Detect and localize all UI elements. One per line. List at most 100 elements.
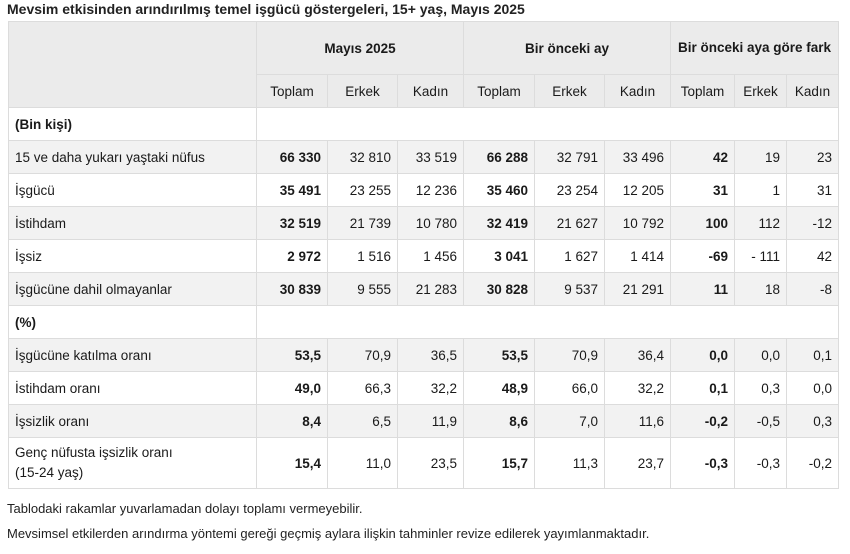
value-cell: 11,9 xyxy=(396,404,465,438)
value-cell: 35 491 xyxy=(256,173,328,207)
value-cell: 66,0 xyxy=(534,371,606,405)
row-label: 15 ve daha yukarı yaştaki nüfus xyxy=(8,140,257,174)
value-cell: 7,0 xyxy=(534,404,606,438)
section-heading: (%) xyxy=(8,305,840,339)
section-label-percent: (%) xyxy=(8,305,257,339)
table-row: İşgücüne katılma oranı 53,5 70,9 36,5 53,5 70… xyxy=(8,338,840,372)
value-cell: 11,6 xyxy=(604,404,672,438)
row-label: İstihdam xyxy=(8,206,257,240)
value-cell: 100 xyxy=(670,206,736,240)
value-cell: 21 627 xyxy=(534,206,606,240)
value-cell: 23,5 xyxy=(396,437,465,489)
row-label: Genç nüfusta işsizlik oranı (15-24 yaş) xyxy=(8,437,257,489)
subheader-female: Kadın xyxy=(604,74,672,108)
value-cell: 1 xyxy=(734,173,788,207)
value-cell: 32 519 xyxy=(256,206,328,240)
value-cell: 66,3 xyxy=(327,371,398,405)
value-cell: 53,5 xyxy=(256,338,328,372)
subheader-total: Toplam xyxy=(670,74,736,108)
value-cell: -69 xyxy=(670,239,736,273)
value-cell: 0,3 xyxy=(786,404,840,438)
value-cell: 11,3 xyxy=(534,437,606,489)
row-label: İşsiz xyxy=(8,239,257,273)
value-cell: 11,0 xyxy=(327,437,398,489)
value-cell: 70,9 xyxy=(534,338,606,372)
subheader-male: Erkek xyxy=(734,74,788,108)
value-cell: 9 537 xyxy=(534,272,606,306)
header-difference: Bir önceki aya göre fark xyxy=(670,21,840,75)
header-row-subcolumns: Toplam Erkek Kadın Toplam Erkek Kadın To… xyxy=(9,74,840,108)
value-cell: 30 828 xyxy=(463,272,536,306)
table-row: 15 ve daha yukarı yaştaki nüfus 66 330 32 … xyxy=(8,140,840,174)
table-row: İşgücüne dahil olmayanlar 30 839 9 555 21 2… xyxy=(8,272,840,306)
value-cell: 31 xyxy=(786,173,840,207)
value-cell: 0,0 xyxy=(670,338,736,372)
value-cell: 33 496 xyxy=(604,140,672,174)
value-cell: 11 xyxy=(670,272,736,306)
value-cell: 9 555 xyxy=(327,272,398,306)
value-cell: -0,3 xyxy=(734,437,788,489)
footnote: Tablodaki rakamlar yuvarlamadan dolayı t… xyxy=(7,501,363,516)
table-row: İstihdam 32 519 21 739 10 780 32 419 21 627 10… xyxy=(8,206,840,240)
footnote: Mevsimsel etkilerden arındırma yöntemi g… xyxy=(7,526,650,541)
value-cell: 49,0 xyxy=(256,371,328,405)
value-cell: 35 460 xyxy=(463,173,536,207)
value-cell: 0,3 xyxy=(734,371,788,405)
value-cell: 42 xyxy=(786,239,840,273)
value-cell: 31 xyxy=(670,173,736,207)
value-cell: 48,9 xyxy=(463,371,536,405)
labour-indicators-table: Mayıs 2025 Bir önceki ay Bir önceki aya … xyxy=(8,21,840,489)
subheader-female: Kadın xyxy=(786,74,840,108)
subheader-female: Kadın xyxy=(396,74,465,108)
value-cell: 112 xyxy=(734,206,788,240)
row-label: İşgücüne katılma oranı xyxy=(8,338,257,372)
value-cell: 32 419 xyxy=(463,206,536,240)
table-row: İstihdam oranı 49,0 66,3 32,2 48,9 66,0 32,2 0,… xyxy=(8,371,840,405)
header-previous-month: Bir önceki ay xyxy=(463,21,672,75)
table-row: Genç nüfusta işsizlik oranı (15-24 yaş) 15… xyxy=(8,437,840,489)
subheader-total: Toplam xyxy=(463,74,536,108)
value-cell: 1 627 xyxy=(534,239,606,273)
value-cell: 3 041 xyxy=(463,239,536,273)
value-cell: 23 255 xyxy=(327,173,398,207)
value-cell: 66 288 xyxy=(463,140,536,174)
value-cell: 30 839 xyxy=(256,272,328,306)
value-cell: - 111 xyxy=(734,239,788,273)
value-cell: 36,4 xyxy=(604,338,672,372)
value-cell: 15,7 xyxy=(463,437,536,489)
value-cell: 0,1 xyxy=(670,371,736,405)
value-cell: 32 791 xyxy=(534,140,606,174)
value-cell: 12 236 xyxy=(396,173,465,207)
value-cell: 0,0 xyxy=(786,371,840,405)
value-cell: 0,1 xyxy=(786,338,840,372)
value-cell: 23,7 xyxy=(604,437,672,489)
value-cell: 1 516 xyxy=(327,239,398,273)
value-cell: 8,6 xyxy=(463,404,536,438)
value-cell: 33 519 xyxy=(396,140,465,174)
value-cell: 21 283 xyxy=(396,272,465,306)
header-row-groups: Mayıs 2025 Bir önceki ay Bir önceki aya … xyxy=(8,21,840,108)
value-cell: -0,2 xyxy=(670,404,736,438)
value-cell: 36,5 xyxy=(396,338,465,372)
value-cell: 66 330 xyxy=(256,140,328,174)
value-cell: 23 xyxy=(786,140,840,174)
value-cell: 70,9 xyxy=(327,338,398,372)
value-cell: 8,4 xyxy=(256,404,328,438)
row-label: İşgücü xyxy=(8,173,257,207)
value-cell: -0,5 xyxy=(734,404,788,438)
value-cell: 1 456 xyxy=(396,239,465,273)
value-cell: 2 972 xyxy=(256,239,328,273)
table-title: Mevsim etkisinden arındırılmış temel işg… xyxy=(7,1,525,17)
header-current-month: Mayıs 2025 xyxy=(255,21,465,75)
value-cell: 12 205 xyxy=(604,173,672,207)
value-cell: 42 xyxy=(670,140,736,174)
value-cell: 32 810 xyxy=(327,140,398,174)
header-corner xyxy=(8,21,257,108)
row-label: İstihdam oranı xyxy=(8,371,257,405)
value-cell: 10 792 xyxy=(604,206,672,240)
value-cell: 0,0 xyxy=(734,338,788,372)
table-row: İşsiz 2 972 1 516 1 456 3 041 1 627 1 414 -69- … xyxy=(8,239,840,273)
value-cell: 32,2 xyxy=(604,371,672,405)
value-cell: 21 739 xyxy=(327,206,398,240)
value-cell: -8 xyxy=(786,272,840,306)
